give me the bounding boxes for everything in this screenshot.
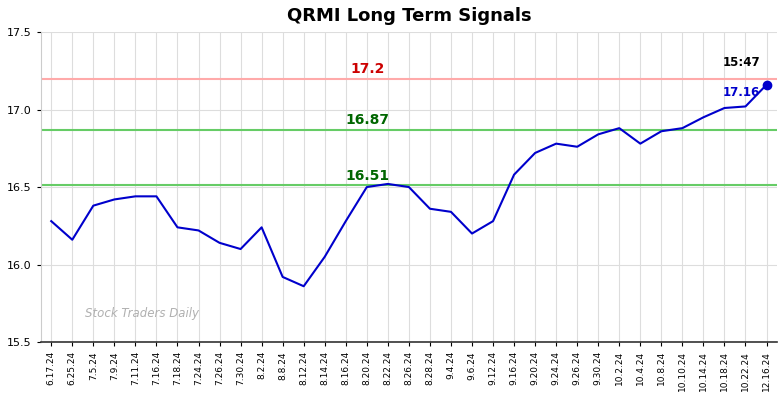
Text: 15:47: 15:47: [723, 56, 760, 69]
Text: Stock Traders Daily: Stock Traders Daily: [85, 307, 199, 320]
Title: QRMI Long Term Signals: QRMI Long Term Signals: [287, 7, 532, 25]
Text: 16.87: 16.87: [346, 113, 390, 127]
Text: 17.2: 17.2: [350, 62, 385, 76]
Text: 17.16: 17.16: [723, 86, 760, 99]
Text: 16.51: 16.51: [346, 169, 390, 183]
